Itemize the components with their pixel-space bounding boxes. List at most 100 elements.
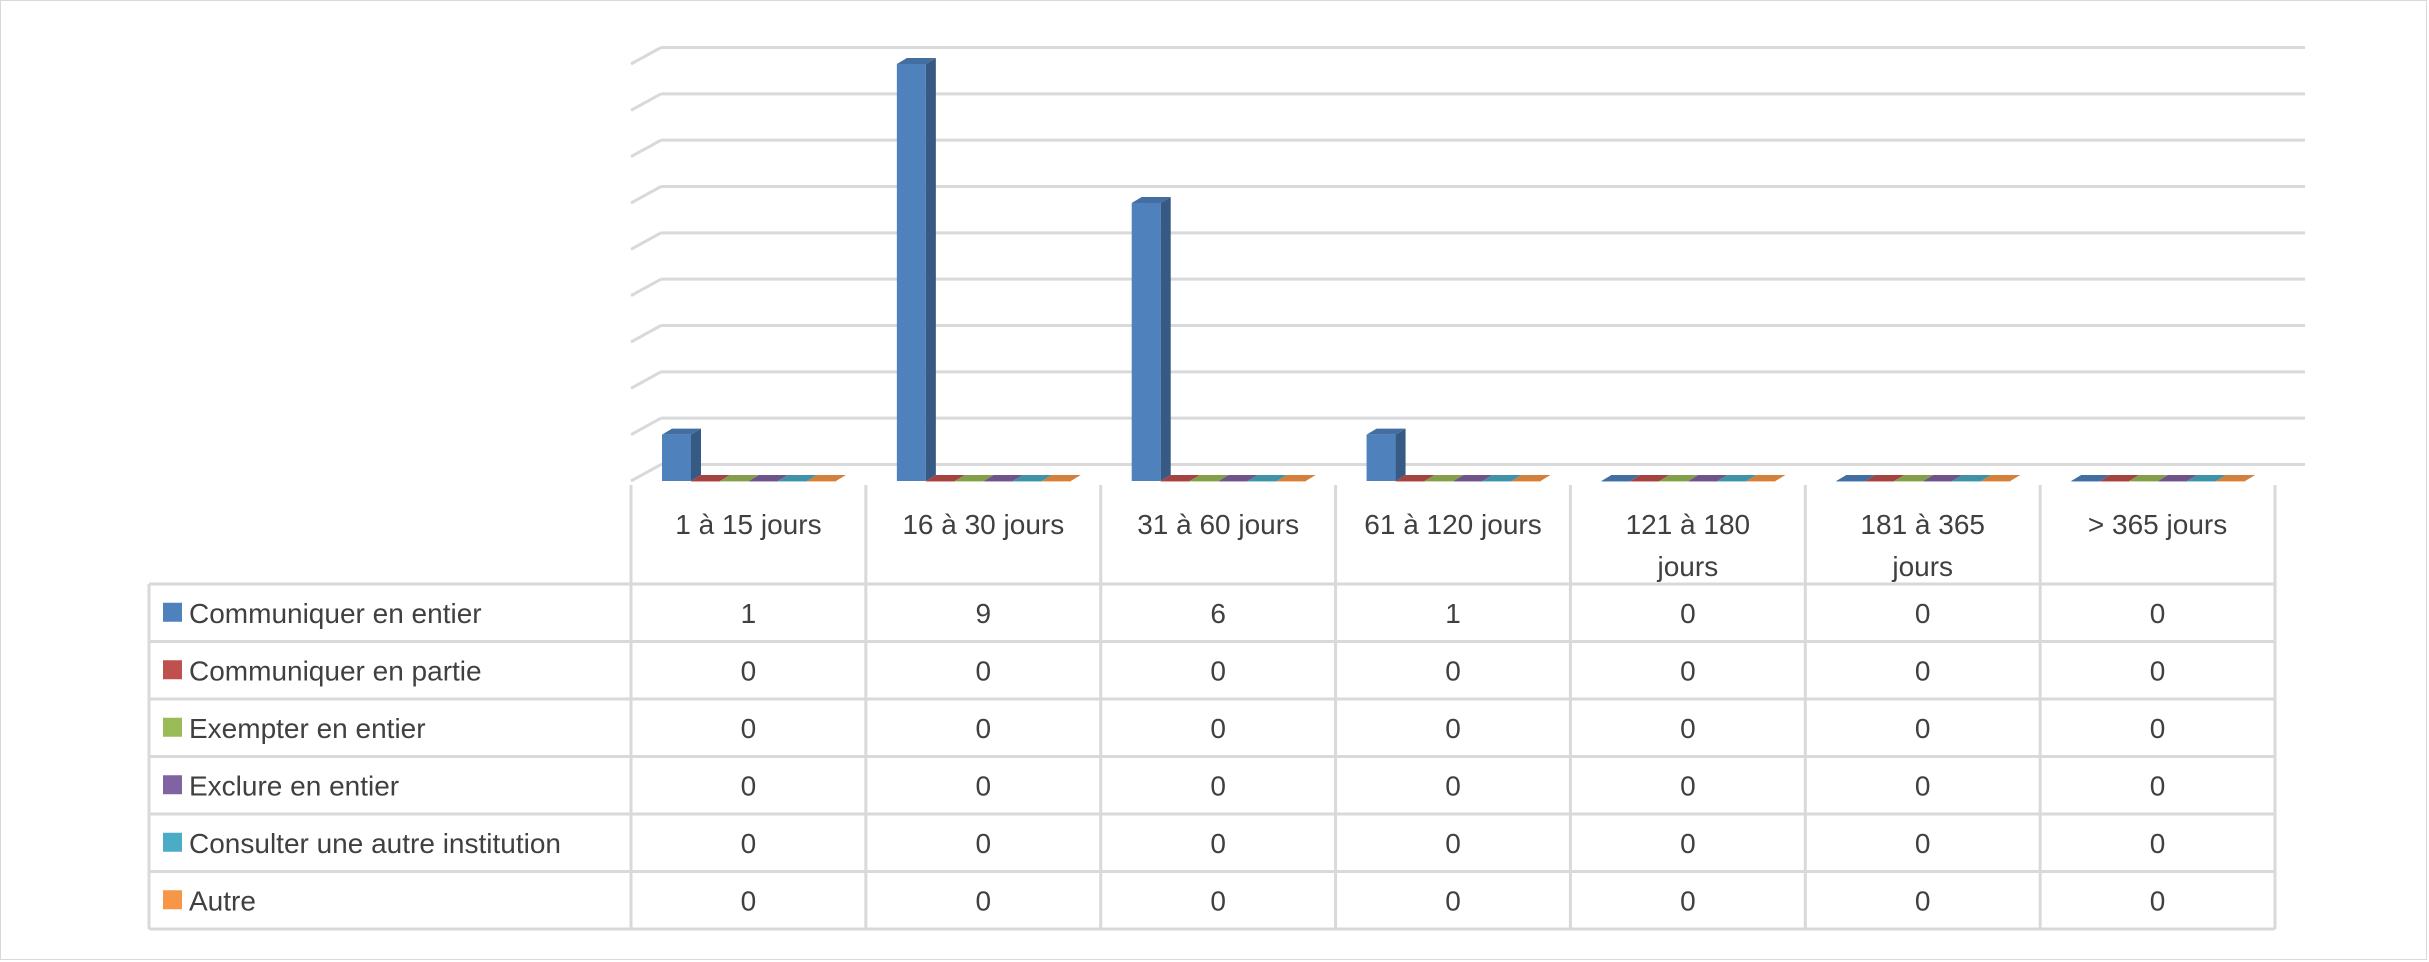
bar-top bbox=[1923, 475, 1963, 481]
bar bbox=[1865, 475, 1905, 482]
bar-front bbox=[1395, 481, 1425, 482]
bar-top bbox=[1630, 475, 1670, 481]
table-value: 0 bbox=[975, 770, 991, 801]
table-value: 1 bbox=[741, 598, 757, 629]
bar bbox=[1923, 475, 1963, 482]
series-label: Consulter une autre institution bbox=[189, 828, 561, 859]
gridline-depth-tick bbox=[630, 138, 662, 158]
bar-front bbox=[1601, 481, 1631, 482]
bar bbox=[983, 475, 1023, 482]
gridline-depth-tick bbox=[630, 277, 662, 297]
gridline-depth-tick bbox=[630, 92, 662, 112]
bar-top bbox=[1746, 475, 1786, 481]
bar bbox=[691, 475, 730, 482]
bar-front bbox=[1511, 481, 1541, 482]
bar bbox=[720, 475, 759, 482]
bar bbox=[1424, 475, 1464, 482]
table-value: 0 bbox=[1680, 598, 1696, 629]
table-value: 0 bbox=[1915, 713, 1931, 744]
table-value: 0 bbox=[2150, 770, 2166, 801]
table-value: 0 bbox=[2150, 885, 2166, 916]
bar-top bbox=[1601, 475, 1641, 481]
bar bbox=[2100, 475, 2140, 482]
table-value: 0 bbox=[741, 655, 757, 686]
table-value: 1 bbox=[1445, 598, 1461, 629]
series-label: Autre bbox=[189, 885, 256, 916]
table-value: 0 bbox=[1680, 713, 1696, 744]
legend-key bbox=[163, 890, 182, 910]
bar bbox=[1952, 475, 1992, 482]
bar-front bbox=[1923, 481, 1953, 482]
bar-top bbox=[1453, 475, 1493, 481]
bar-front bbox=[983, 481, 1013, 482]
table-value: 0 bbox=[1915, 655, 1931, 686]
category-label: 181 à 365 jours bbox=[1860, 509, 1985, 582]
bar-front bbox=[1189, 481, 1219, 482]
bar-top bbox=[925, 475, 965, 481]
bar bbox=[1160, 475, 1200, 482]
bar-top bbox=[1717, 475, 1757, 481]
bar-front bbox=[896, 64, 926, 481]
gridline-depth-tick bbox=[630, 185, 662, 205]
gridline-depth-tick bbox=[630, 370, 662, 390]
bar bbox=[1894, 475, 1934, 482]
table-value: 0 bbox=[1915, 828, 1931, 859]
table-value: 0 bbox=[2150, 598, 2166, 629]
bar-front bbox=[2100, 481, 2130, 482]
legend-key bbox=[163, 660, 182, 680]
bar bbox=[1131, 197, 1171, 481]
table-value: 0 bbox=[1915, 598, 1931, 629]
bar-front bbox=[1041, 481, 1071, 482]
bar-front bbox=[1630, 481, 1660, 482]
table-value: 6 bbox=[1210, 598, 1226, 629]
bar-front bbox=[1160, 481, 1190, 482]
bar-front bbox=[807, 481, 836, 482]
table-value: 0 bbox=[975, 828, 991, 859]
table-value: 0 bbox=[975, 885, 991, 916]
bar-front bbox=[1688, 481, 1718, 482]
bar-top bbox=[1366, 428, 1406, 435]
bar-top bbox=[1688, 475, 1728, 481]
bar-top bbox=[2216, 475, 2256, 481]
bar bbox=[1482, 475, 1522, 482]
bar bbox=[662, 428, 701, 481]
table-value: 0 bbox=[1210, 655, 1226, 686]
bar-side bbox=[1395, 428, 1406, 481]
gridlines bbox=[630, 46, 2305, 483]
bar bbox=[2071, 475, 2111, 482]
bar-front bbox=[1836, 481, 1866, 482]
table-value: 0 bbox=[1680, 828, 1696, 859]
bar-front bbox=[1717, 481, 1747, 482]
bar-top bbox=[2158, 475, 2198, 481]
table-value: 0 bbox=[1445, 770, 1461, 801]
bar bbox=[2216, 475, 2256, 482]
bar-front bbox=[1981, 481, 2011, 482]
bar-front bbox=[1865, 481, 1895, 482]
series-label: Communiquer en entier bbox=[189, 598, 482, 629]
bar-front bbox=[2158, 481, 2188, 482]
table-value: 0 bbox=[1210, 713, 1226, 744]
bar-front bbox=[662, 434, 691, 481]
bar bbox=[1276, 475, 1316, 482]
bar-top bbox=[1041, 475, 1081, 481]
bar-top bbox=[1511, 475, 1551, 481]
bar-top bbox=[1981, 475, 2021, 481]
bar bbox=[749, 475, 788, 482]
bar-top bbox=[1189, 475, 1229, 481]
bar-top bbox=[1012, 475, 1052, 481]
table-value: 0 bbox=[1680, 885, 1696, 916]
table-value: 0 bbox=[975, 713, 991, 744]
legend-key bbox=[163, 832, 182, 852]
category-label: 31 à 60 jours bbox=[1137, 509, 1299, 540]
series-label: Exempter en entier bbox=[189, 713, 426, 744]
table-value: 0 bbox=[1680, 770, 1696, 801]
table-value: 0 bbox=[1680, 655, 1696, 686]
table-value: 0 bbox=[1445, 828, 1461, 859]
bar bbox=[1746, 475, 1786, 482]
bar-front bbox=[1247, 481, 1277, 482]
bar bbox=[1511, 475, 1551, 482]
bar-top bbox=[954, 475, 994, 481]
bar bbox=[1041, 475, 1081, 482]
bar bbox=[1366, 428, 1406, 481]
